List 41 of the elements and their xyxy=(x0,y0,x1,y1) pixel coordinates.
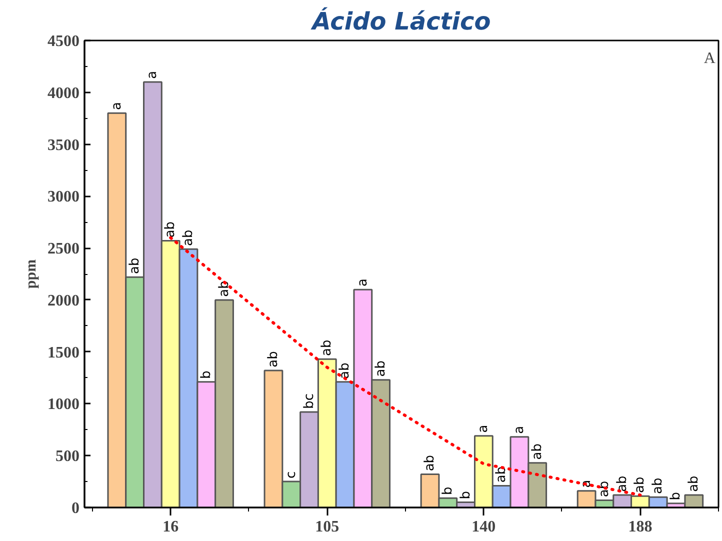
x-tick-label: 188 xyxy=(628,518,652,536)
y-tick-label: 2500 xyxy=(48,240,80,258)
data-label: ab xyxy=(686,476,702,492)
data-label: ab xyxy=(127,258,142,274)
data-label: ab xyxy=(632,476,648,493)
data-label: b xyxy=(440,486,456,496)
data-label: ab xyxy=(650,478,666,494)
data-label: ab xyxy=(266,351,281,368)
data-label: a xyxy=(145,70,160,79)
data-label: ab xyxy=(422,454,438,472)
y-tick-label: 500 xyxy=(56,448,80,466)
data-label: bc xyxy=(302,394,317,409)
x-tick-label: 16 xyxy=(162,518,179,536)
chart-title: Ácido Láctico xyxy=(310,6,491,36)
y-tick-label: 2000 xyxy=(48,292,80,310)
x-tick-label: 105 xyxy=(315,518,340,536)
y-tick-label: 3000 xyxy=(48,188,80,206)
data-label: ab xyxy=(530,444,545,460)
data-label: ab xyxy=(163,221,178,238)
y-tick-label: 0 xyxy=(72,500,80,517)
data-label: ab xyxy=(373,360,388,377)
data-label: a xyxy=(109,102,124,110)
y-tick-label: 1500 xyxy=(48,344,80,362)
data-label: c xyxy=(284,471,299,478)
y-tick-label: 3500 xyxy=(48,136,80,154)
data-label: a xyxy=(476,424,492,433)
annotation: A xyxy=(704,50,716,67)
data-label: ab xyxy=(180,230,196,246)
data-label: ab xyxy=(338,362,353,379)
x-tick-label: 140 xyxy=(472,518,496,536)
data-label: ab xyxy=(614,476,630,492)
data-label: b xyxy=(198,370,214,379)
data-label: ab xyxy=(320,340,335,356)
data-label: b xyxy=(668,492,684,500)
y-axis-title: ppm xyxy=(24,258,40,289)
data-label: b xyxy=(458,490,474,500)
y-tick-label: 4500 xyxy=(48,33,80,50)
data-label: a xyxy=(512,426,527,434)
data-label: a xyxy=(355,278,370,286)
y-tick-label: 1000 xyxy=(48,396,80,414)
y-tick-label: 4000 xyxy=(48,84,80,102)
